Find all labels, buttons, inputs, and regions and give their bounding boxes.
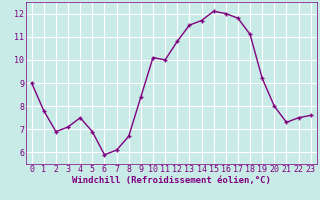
X-axis label: Windchill (Refroidissement éolien,°C): Windchill (Refroidissement éolien,°C) [72, 176, 271, 185]
